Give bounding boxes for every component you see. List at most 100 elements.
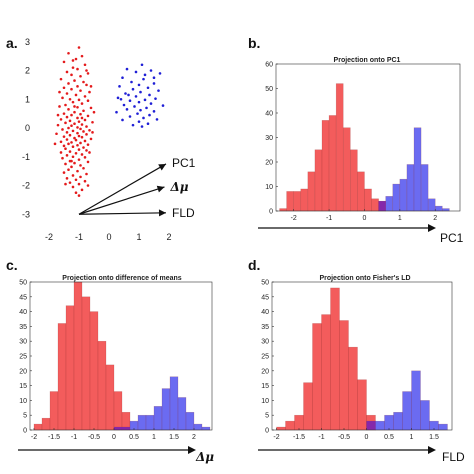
- scatter-point: [76, 126, 79, 129]
- scatter-point: [118, 85, 121, 88]
- y-tick-label: 1: [25, 94, 30, 104]
- scatter-point: [133, 105, 136, 108]
- scatter-point: [152, 82, 156, 85]
- scatter-point: [116, 96, 120, 100]
- x-tick-label: 0: [106, 232, 111, 242]
- scatter-point: [68, 133, 72, 137]
- histogram-bar: [193, 423, 203, 431]
- y-tick-label: 45: [261, 294, 269, 301]
- projection-arrow-line: [78, 212, 167, 215]
- scatter-point: [68, 97, 72, 101]
- scatter-point: [137, 100, 141, 104]
- scatter-point: [115, 110, 118, 114]
- histogram-bar: [185, 411, 195, 431]
- scatter-point: [79, 141, 82, 145]
- scatter-point: [140, 63, 144, 67]
- scatter-point: [80, 123, 84, 126]
- histogram-bar: [335, 83, 344, 212]
- scatter-point: [77, 148, 81, 151]
- scatter-point: [128, 99, 132, 102]
- scatter-point: [65, 131, 69, 134]
- scatter-point: [62, 135, 66, 138]
- histogram-bar: [399, 178, 408, 212]
- y-tick-label: 30: [265, 135, 273, 142]
- projection-arrow-head: [158, 209, 166, 217]
- scatter-point: [89, 137, 93, 141]
- y-tick-label: -2: [22, 181, 30, 191]
- scatter-point: [71, 100, 75, 104]
- x-tick-label: 0: [363, 215, 367, 222]
- histogram-bar: [350, 149, 358, 212]
- histogram-bar: [357, 171, 365, 212]
- scatter-point: [76, 169, 79, 173]
- panel-label-d: d.: [248, 257, 260, 273]
- scatter-point: [62, 144, 66, 148]
- histogram-bar: [81, 296, 91, 431]
- scatter-point: [59, 118, 63, 121]
- scatter-point: [68, 150, 72, 153]
- scatter-point: [146, 122, 150, 125]
- x-tick-label: 2: [166, 232, 171, 242]
- scatter-point: [71, 59, 75, 62]
- scatter-point: [70, 73, 73, 77]
- histogram-bar: [293, 191, 302, 212]
- scatter-point: [79, 164, 82, 167]
- panel-label-b: b.: [248, 35, 260, 51]
- y-tick-label: 50: [19, 280, 27, 287]
- histogram-bar: [285, 420, 295, 431]
- scatter-point: [80, 188, 84, 192]
- scatter-point: [140, 125, 144, 128]
- scatter-point: [85, 83, 88, 87]
- scatter-point: [70, 113, 73, 117]
- x-tick-label: -1: [326, 215, 332, 222]
- projection-arrow-label: Δμ: [170, 180, 189, 194]
- scatter-point: [59, 77, 63, 81]
- scatter-point: [85, 69, 88, 72]
- y-tick-label: 20: [265, 160, 273, 167]
- scatter-point: [82, 109, 85, 113]
- histogram-bar: [294, 414, 304, 431]
- scatter-point: [76, 116, 79, 120]
- histogram-bar: [73, 281, 83, 431]
- scatter-point: [89, 106, 93, 110]
- histogram-bar: [342, 127, 351, 212]
- x-tick-label: -2: [273, 434, 279, 441]
- x-tick-label: -2: [291, 215, 297, 222]
- y-tick-label: -3: [22, 209, 30, 219]
- scatter-point: [77, 158, 81, 161]
- scatter-point: [82, 166, 85, 170]
- scatter-point: [80, 153, 84, 156]
- scatter-point: [65, 92, 69, 95]
- scatter-point: [61, 156, 64, 160]
- histogram-bar: [420, 164, 429, 212]
- scatter-point: [83, 118, 87, 122]
- scatter-point: [91, 120, 94, 124]
- scatter-point: [70, 87, 73, 91]
- scatter-point: [73, 136, 76, 140]
- scatter-point: [143, 98, 147, 102]
- x-tick-label: -1.5: [293, 434, 305, 441]
- scatter-point: [91, 131, 94, 134]
- scatter-point: [137, 83, 141, 87]
- scatter-point: [124, 92, 127, 95]
- scatter-point: [71, 145, 75, 148]
- histogram-bar: [137, 414, 147, 431]
- histogram-bar: [442, 208, 450, 212]
- histogram-bar: [49, 391, 59, 431]
- scatter-point: [82, 146, 85, 149]
- x-tick-label: -1: [75, 232, 83, 242]
- scatter-point: [71, 129, 75, 133]
- scatter-point: [65, 115, 69, 119]
- histogram-bar: [201, 426, 211, 431]
- y-tick-label: -1: [22, 152, 30, 162]
- scatter-point: [56, 123, 60, 127]
- scatter-point: [86, 72, 90, 75]
- scatter-point: [62, 86, 66, 90]
- y-tick-label: 3: [25, 37, 30, 47]
- x-tick-label: -2: [45, 232, 53, 242]
- scatter-point: [74, 93, 78, 97]
- y-tick-label: 0: [23, 428, 27, 435]
- scatter-point: [85, 133, 88, 136]
- scatter-point: [77, 194, 81, 197]
- scatter-point: [139, 90, 142, 94]
